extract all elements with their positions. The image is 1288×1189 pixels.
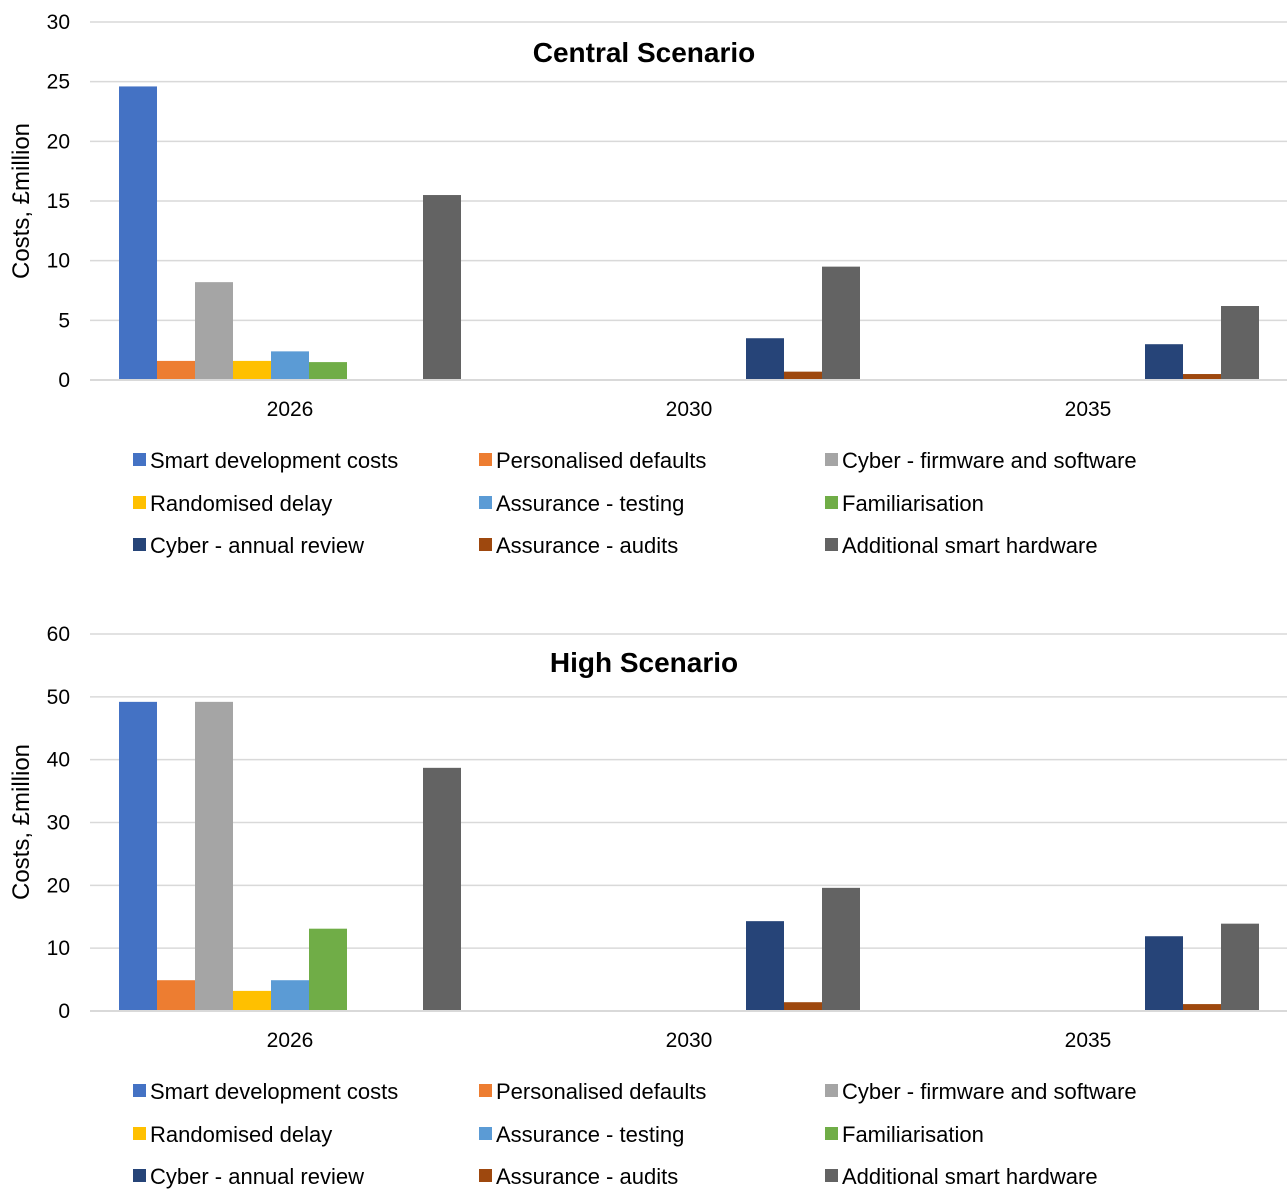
x-tick-label: 2026: [267, 398, 314, 421]
legend-swatch: [479, 496, 492, 509]
legend-label: Cyber - firmware and software: [842, 448, 1137, 473]
legend-label: Smart development costs: [150, 1079, 398, 1104]
bar-assurance-audits-2030: [784, 1002, 822, 1011]
legend-swatch: [825, 496, 838, 509]
bar-randomised-delay-2026: [233, 990, 271, 1011]
bar-smart-development-costs-2026: [119, 701, 157, 1011]
y-axis-label: Costs, £million: [8, 744, 35, 900]
bar-randomised-delay-2026: [233, 360, 271, 380]
legend-swatch: [133, 1169, 146, 1182]
legend-label: Cyber - firmware and software: [842, 1079, 1137, 1104]
x-tick-label: 2035: [1065, 1029, 1112, 1052]
bar-additional-smart-hardware-2035: [1221, 923, 1259, 1011]
bar-cyber-annual-review-2030: [746, 921, 784, 1011]
bar-assurance-audits-2035: [1183, 1004, 1221, 1011]
bar-cyber-annual-review-2035: [1145, 344, 1183, 380]
x-tick-label: 2030: [666, 1029, 713, 1052]
legend-swatch: [133, 1084, 146, 1097]
legend-swatch: [133, 1127, 146, 1140]
bar-assurance-testing-2026: [271, 351, 309, 380]
legend-label: Assurance - audits: [496, 1164, 678, 1189]
y-tick-label: 30: [47, 11, 70, 34]
bar-personalised-defaults-2026: [157, 360, 195, 380]
bar-additional-smart-hardware-2030: [822, 887, 860, 1011]
bar-additional-smart-hardware-2030: [822, 266, 860, 380]
legend-swatch: [133, 496, 146, 509]
bar-familiarisation-2026: [309, 362, 347, 380]
legend-swatch: [479, 1169, 492, 1182]
y-tick-label: 0: [58, 1000, 70, 1023]
legend-swatch: [825, 1169, 838, 1182]
legend-label: Familiarisation: [842, 1122, 984, 1147]
legend-label: Randomised delay: [150, 1122, 332, 1147]
bar-assurance-testing-2026: [271, 980, 309, 1011]
legend-label: Assurance - audits: [496, 533, 678, 558]
y-axis-label: Costs, £million: [8, 123, 35, 279]
y-tick-label: 40: [47, 749, 70, 772]
legend-label: Assurance - testing: [496, 1122, 684, 1147]
legend-swatch: [479, 453, 492, 466]
y-tick-label: 0: [58, 369, 70, 392]
legend-label: Additional smart hardware: [842, 533, 1098, 558]
legend-swatch: [133, 453, 146, 466]
bar-additional-smart-hardware-2035: [1221, 306, 1259, 380]
bar-additional-smart-hardware-2026: [423, 767, 461, 1011]
y-tick-label: 30: [47, 812, 70, 835]
bar-cyber-annual-review-2030: [746, 338, 784, 380]
y-tick-label: 50: [47, 686, 70, 709]
y-tick-label: 20: [47, 874, 70, 897]
legend-label: Personalised defaults: [496, 1079, 706, 1104]
y-tick-label: 10: [47, 250, 70, 273]
bar-cyber-annual-review-2035: [1145, 936, 1183, 1011]
legend-label: Familiarisation: [842, 491, 984, 516]
legend-swatch: [133, 538, 146, 551]
legend: Smart development costs Personalised defa…: [133, 1079, 1137, 1189]
y-tick-label: 10: [47, 937, 70, 960]
chart-1: 0 5 10 15 20 25 30 Central Scenario Costs, £mill…: [8, 11, 1287, 558]
bar-smart-development-costs-2026: [119, 86, 157, 380]
bar-additional-smart-hardware-2026: [423, 195, 461, 380]
legend-label: Cyber - annual review: [150, 1164, 364, 1189]
legend: Smart development costs Personalised defa…: [133, 448, 1137, 558]
legend-label: Personalised defaults: [496, 448, 706, 473]
legend-swatch: [825, 1084, 838, 1097]
legend-swatch: [479, 1127, 492, 1140]
chart-title: High Scenario: [550, 647, 738, 678]
y-tick-label: 20: [47, 130, 70, 153]
bar-assurance-audits-2030: [784, 371, 822, 380]
legend-label: Additional smart hardware: [842, 1164, 1098, 1189]
bar-cyber-firmware-and-software-2026: [195, 282, 233, 380]
legend-label: Cyber - annual review: [150, 533, 364, 558]
legend-swatch: [479, 538, 492, 551]
x-tick-label: 2030: [666, 398, 713, 421]
y-tick-label: 15: [47, 190, 70, 213]
bar-personalised-defaults-2026: [157, 980, 195, 1011]
legend-label: Smart development costs: [150, 448, 398, 473]
bar-cyber-firmware-and-software-2026: [195, 701, 233, 1011]
y-tick-label: 25: [47, 71, 70, 94]
legend-swatch: [825, 538, 838, 551]
x-tick-label: 2026: [267, 1029, 314, 1052]
legend-swatch: [479, 1084, 492, 1097]
legend-label: Assurance - testing: [496, 491, 684, 516]
y-tick-label: 5: [58, 309, 70, 332]
legend-swatch: [825, 453, 838, 466]
bar-assurance-audits-2035: [1183, 374, 1221, 380]
legend-label: Randomised delay: [150, 491, 332, 516]
legend-swatch: [825, 1127, 838, 1140]
bar-familiarisation-2026: [309, 928, 347, 1011]
x-tick-label: 2035: [1065, 398, 1112, 421]
y-tick-label: 60: [47, 623, 70, 646]
chart-title: Central Scenario: [533, 37, 756, 68]
